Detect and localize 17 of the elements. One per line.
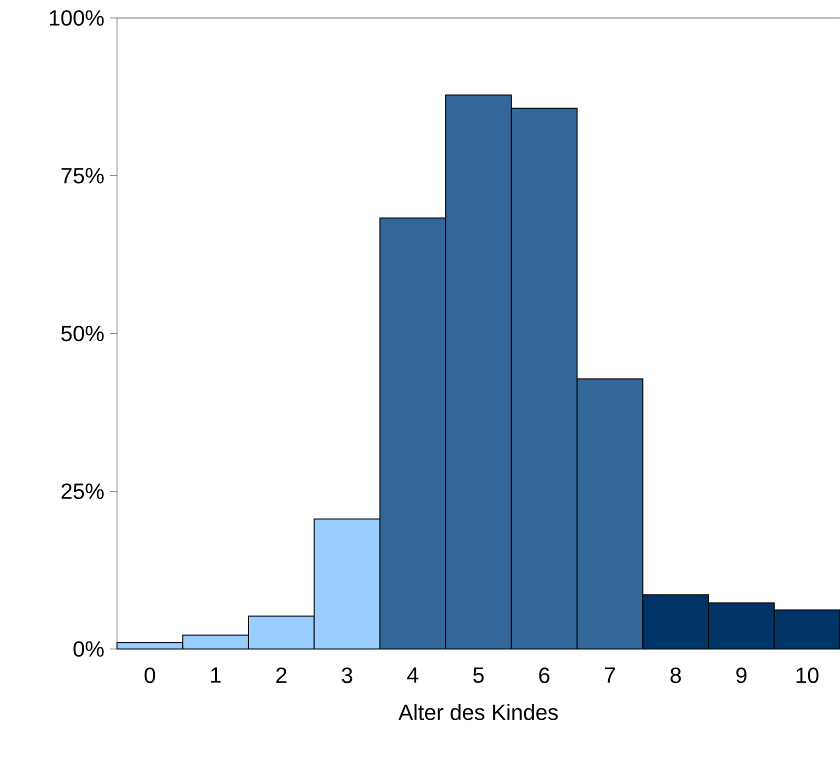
x-tick-label: 2 [276, 668, 286, 683]
x-tick-label: 7 [604, 668, 615, 683]
x-tick-label: 3 [342, 668, 352, 684]
x-tick-label: 8 [670, 668, 681, 684]
y-tick-label: 50% [61, 326, 104, 342]
x-tick-label: 1 [211, 668, 221, 683]
y-tick-label: 75% [62, 168, 104, 184]
x-tick-label: 0 [144, 668, 156, 684]
x-tick-label: 4 [407, 668, 418, 683]
x-tick-label: 10 [796, 668, 819, 684]
x-tick-label: 9 [736, 668, 746, 684]
y-tick-label: 0% [74, 641, 104, 657]
y-tick-label: 25% [62, 483, 104, 500]
x-tick-label: 5 [473, 668, 484, 683]
x-tick-label: 6 [539, 668, 550, 684]
x-axis-title: Alter des Kindes [398, 704, 558, 720]
y-tick-label: 100% [50, 10, 104, 26]
